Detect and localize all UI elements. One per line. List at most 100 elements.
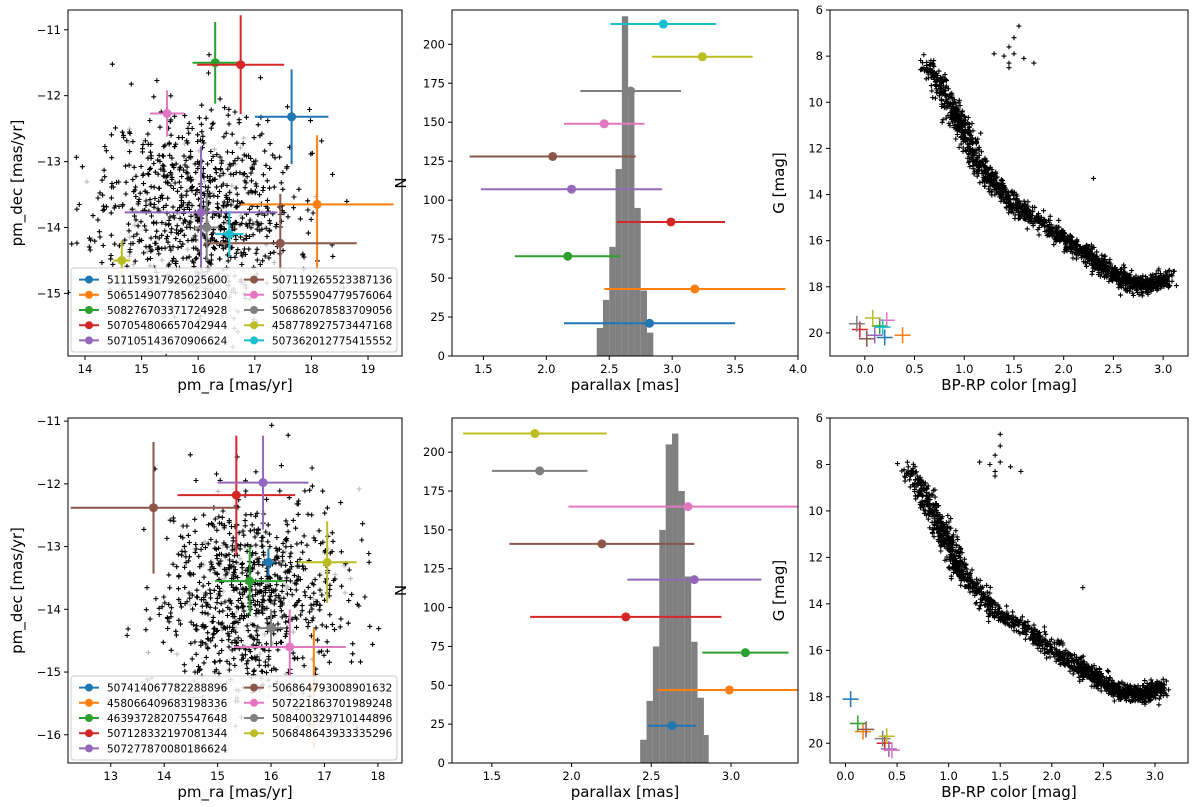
y-tick-label: 8 — [816, 49, 823, 63]
legend-label: 507221863701989248 — [272, 698, 392, 710]
histogram-bar — [665, 444, 673, 763]
x-axis-label: pm_ra [mas/yr] — [177, 376, 292, 395]
legend-item: 507119265523387136 — [244, 275, 393, 287]
series-463937282075547648 — [849, 715, 866, 732]
x-tick-label: 16 — [191, 362, 206, 376]
legend-swatch-marker — [85, 744, 93, 753]
legend-swatch-marker — [250, 275, 258, 284]
series-507414067782288896 — [261, 548, 275, 577]
x-tick-label: 2.0 — [562, 769, 580, 783]
legend-label: 507362012775415552 — [272, 335, 392, 347]
legend-frame — [70, 267, 398, 353]
series-507277870080186624 — [880, 741, 897, 758]
data-point — [312, 199, 322, 209]
x-tick-label: 14 — [78, 362, 93, 376]
histogram-bar — [634, 207, 641, 356]
data-point — [683, 502, 693, 512]
series-507119265523387136 — [469, 152, 636, 162]
plot-area — [469, 16, 786, 356]
data-point — [245, 576, 255, 586]
series-507054806657042944 — [616, 217, 726, 227]
legend-swatch-marker — [250, 336, 258, 345]
legend-label: 506848643933335296 — [272, 728, 393, 740]
data-point — [855, 723, 872, 740]
series-511159317926025600 — [563, 318, 736, 328]
x-axis-label: BP-RP color [mag] — [941, 783, 1076, 801]
x-tick-label: 0.0 — [856, 362, 874, 376]
data-point — [626, 86, 636, 96]
y-tick-label: 20 — [808, 326, 823, 340]
series-508400329710144896 — [257, 609, 285, 647]
y-tick-label: −16 — [37, 728, 61, 742]
data-point — [567, 184, 577, 194]
legend-item: 511159317926025600 — [79, 275, 227, 287]
x-tick-label: 1.5 — [483, 769, 501, 783]
data-point — [876, 329, 893, 346]
legend-label: 507054806657042944 — [107, 320, 228, 332]
data-point — [202, 222, 212, 232]
x-tick-label: 2.5 — [642, 769, 660, 783]
y-tick-label: 100 — [423, 601, 445, 615]
legend-swatch-marker — [85, 729, 93, 738]
data-point — [894, 327, 911, 344]
legend-item: 506864793008901632 — [244, 683, 392, 695]
legend-swatch-marker — [85, 336, 93, 345]
legend-item: 507105143670906624 — [79, 335, 228, 347]
data-point — [864, 309, 881, 326]
y-tick-label: 18 — [808, 280, 823, 294]
series-507221863701989248 — [233, 609, 346, 685]
data-point — [597, 539, 607, 549]
y-tick-label: −11 — [37, 414, 61, 428]
histogram-bar — [647, 332, 654, 356]
data-point — [724, 685, 734, 695]
y-tick-label: 75 — [430, 639, 445, 653]
x-tick-label: 1.5 — [991, 769, 1009, 783]
series-508400329710144896 — [874, 730, 891, 747]
data-point — [690, 284, 700, 294]
series-506862078583709056 — [194, 194, 220, 261]
x-tick-label: 16 — [264, 769, 279, 783]
series-506514907785623040 — [240, 135, 394, 274]
data-point — [563, 251, 573, 261]
series-506864793008901632 — [509, 539, 695, 549]
histogram-bar — [609, 246, 616, 356]
data-point — [231, 490, 241, 500]
legend-item: 507362012775415552 — [244, 335, 392, 347]
y-tick-label: 0 — [438, 349, 445, 363]
data-point — [858, 330, 875, 347]
histogram-bar — [596, 327, 603, 356]
legend: 511159317926025600 506514907785623040 5082… — [70, 267, 398, 353]
y-tick-label: 20 — [808, 736, 823, 750]
series-506848643933335296 — [878, 728, 895, 745]
data-point — [878, 312, 895, 329]
data-point — [210, 58, 220, 68]
legend-swatch-marker — [85, 714, 93, 722]
histogram-bar — [672, 433, 679, 763]
y-tick-label: −15 — [37, 665, 61, 679]
y-axis-label: N — [392, 177, 410, 188]
axes-frame — [67, 417, 403, 764]
y-tick-label: −12 — [37, 89, 61, 103]
data-point — [322, 557, 332, 567]
x-axis-label: pm_ra [mas/yr] — [177, 783, 292, 802]
legend-frame — [70, 675, 398, 761]
series-458066409683198336 — [855, 723, 872, 740]
y-axis-label: G [mag] — [770, 152, 788, 213]
x-tick-label: 13 — [103, 769, 118, 783]
legend-swatch-marker — [250, 321, 258, 330]
y-tick-label: 150 — [423, 523, 445, 537]
data-point — [530, 429, 540, 439]
legend-label: 507277870080186624 — [107, 743, 228, 755]
cmd-star-points — [895, 431, 1172, 708]
legend-item: 507221863701989248 — [244, 698, 392, 710]
data-point — [874, 730, 891, 747]
data-point — [658, 19, 668, 29]
series-507555904779576064 — [878, 312, 895, 329]
x-tick-label: 18 — [304, 362, 319, 376]
panel-hist-bottom: 1.5 2.0 2.5 3.0 0 25 50 75 100 125 150 175 200 parall… — [392, 417, 799, 801]
legend-item: 507414067782288896 — [79, 683, 228, 695]
series-507105143670906624 — [866, 327, 883, 344]
y-axis-label: pm_dec [mas/yr] — [8, 120, 27, 247]
y-tick-label: 50 — [430, 271, 445, 285]
legend-label: 507105143670906624 — [107, 335, 228, 347]
